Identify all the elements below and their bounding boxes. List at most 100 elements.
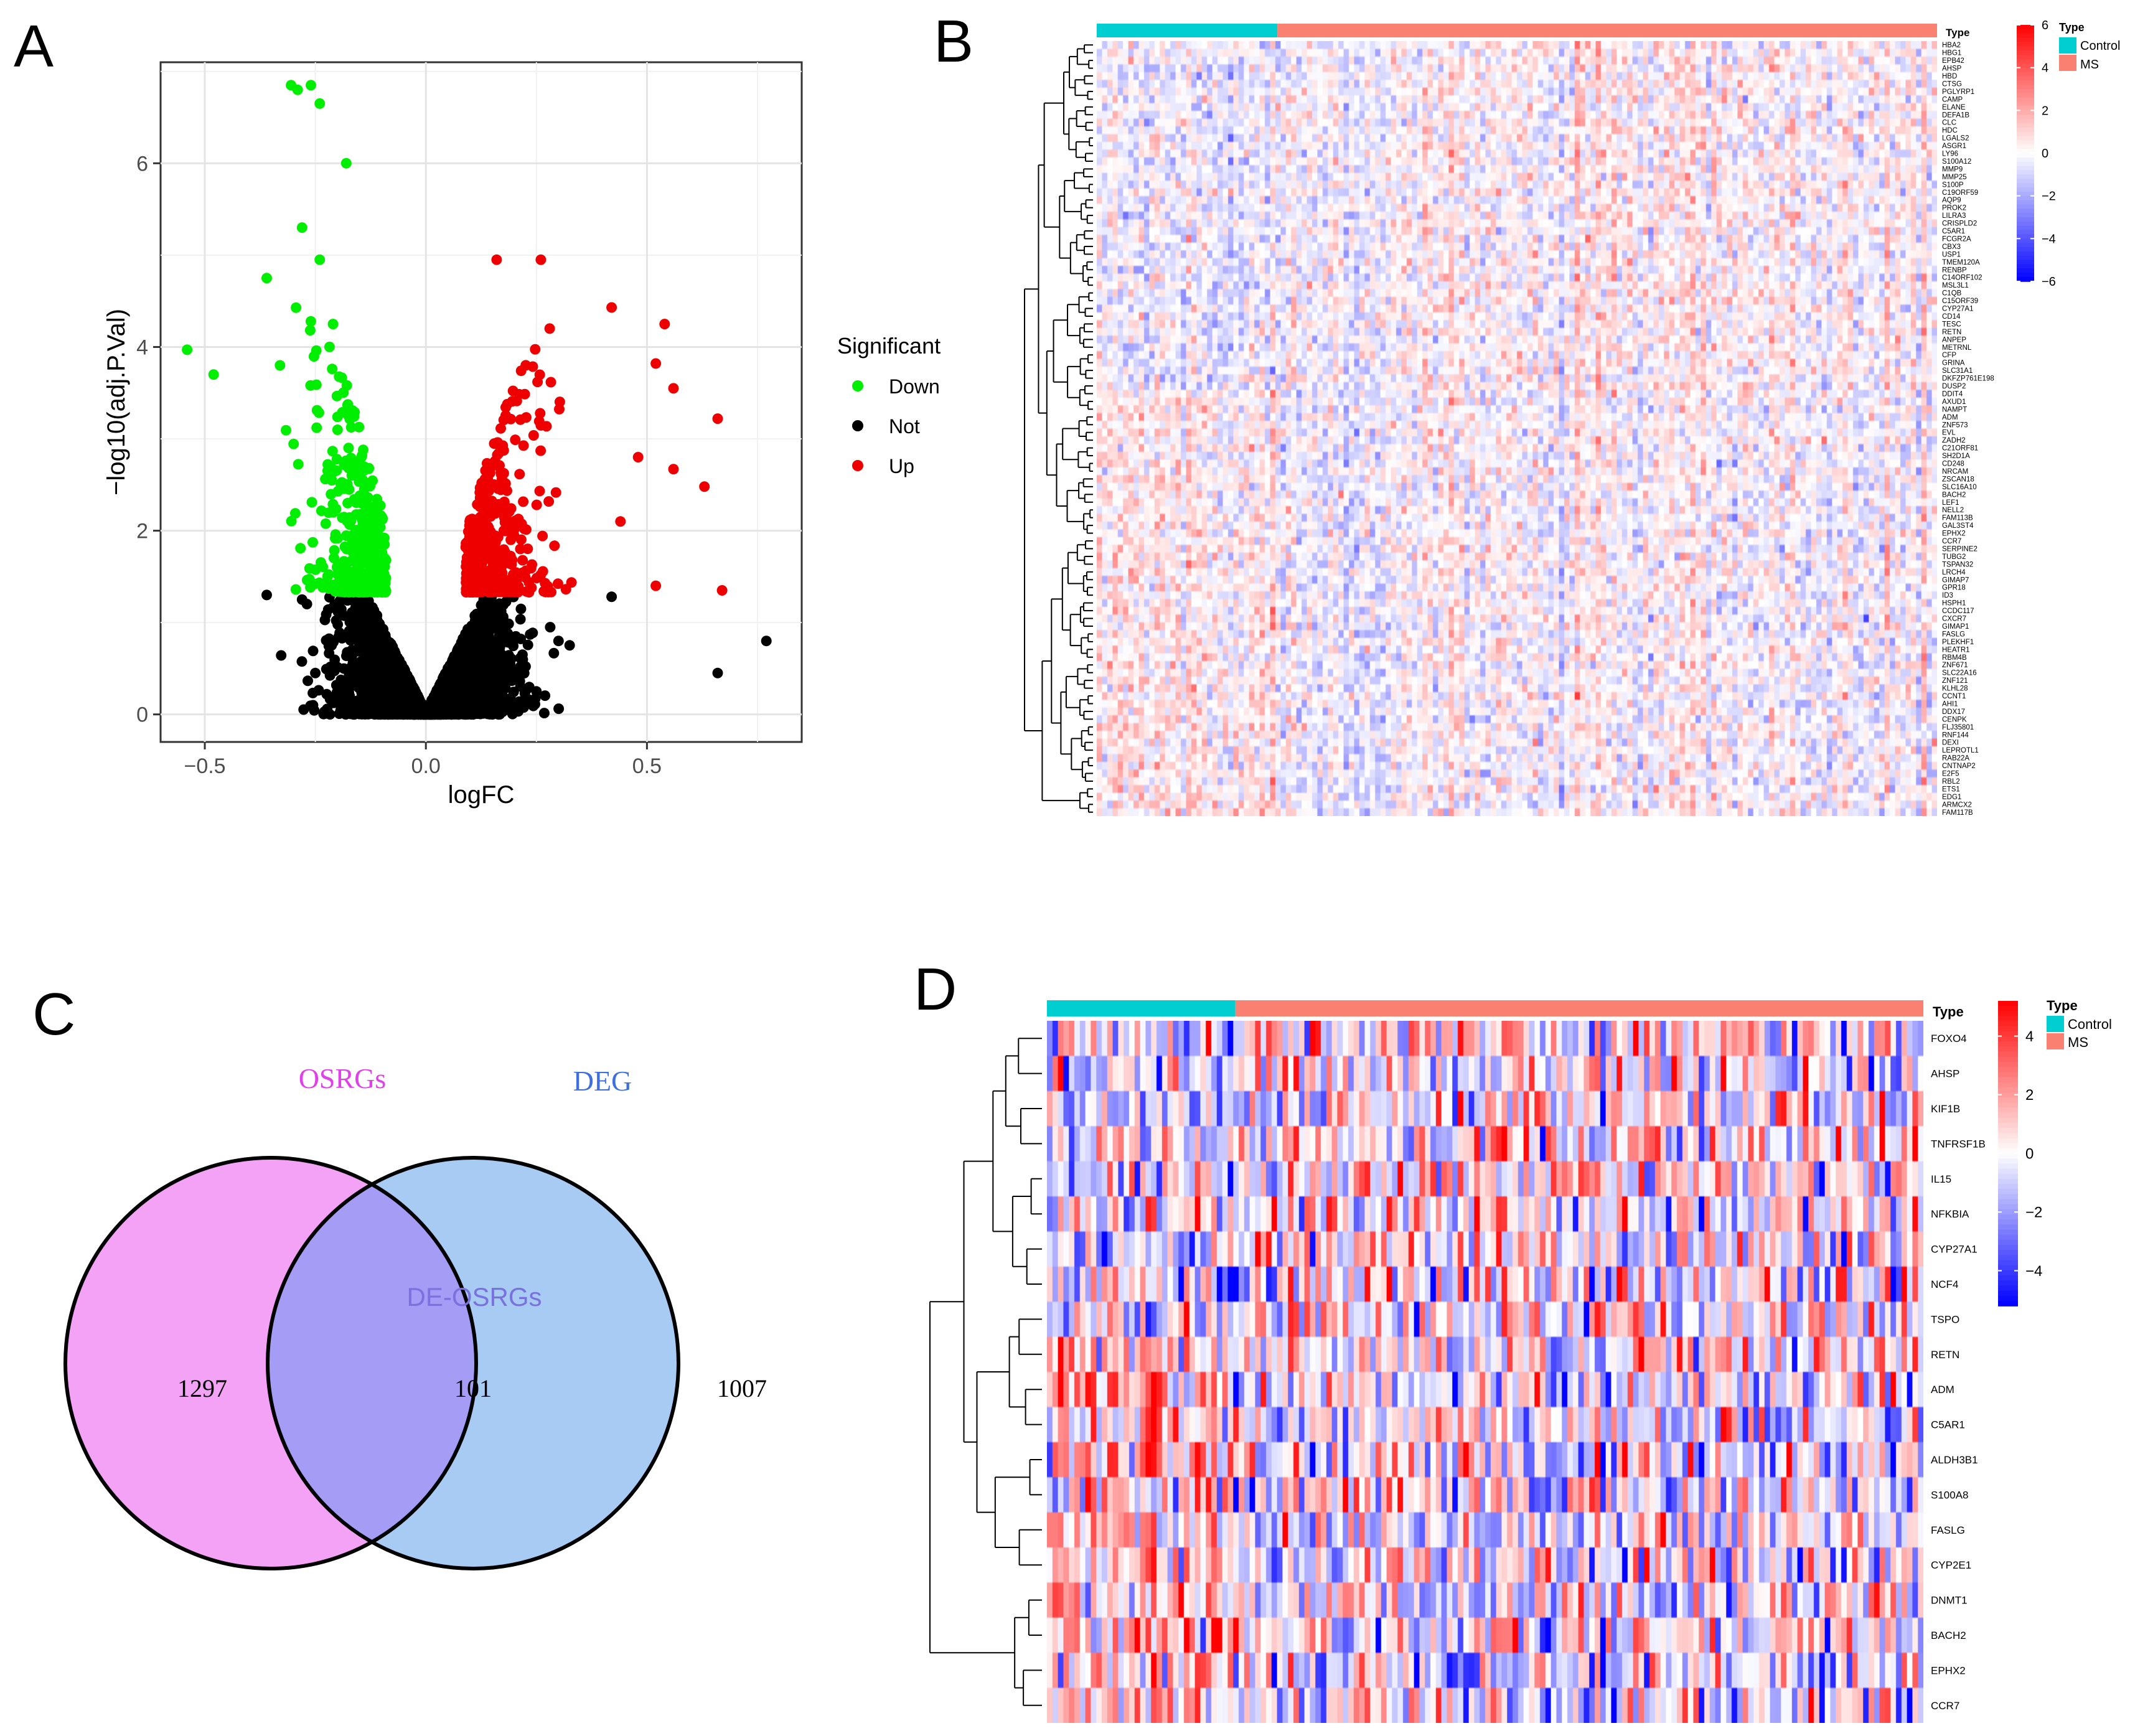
volcano-point-down xyxy=(291,302,302,313)
volcano-point-up xyxy=(650,358,662,369)
volcano-point-up xyxy=(484,478,495,489)
volcano-point-up xyxy=(716,585,728,596)
volcano-point-up xyxy=(606,302,617,313)
volcano-point-not xyxy=(387,662,397,673)
volcano-point-up xyxy=(549,540,560,551)
volcano-point-down xyxy=(358,572,369,583)
volcano-point-not xyxy=(441,703,453,715)
volcano-point-down xyxy=(311,345,322,356)
volcano-point-down xyxy=(320,474,331,485)
volcano-point-up xyxy=(532,377,543,388)
volcano-point-not xyxy=(346,649,357,660)
volcano-point-down xyxy=(314,254,326,265)
volcano-point-not xyxy=(405,685,416,696)
volcano-point-up xyxy=(464,574,475,585)
volcano-point-down xyxy=(359,586,370,598)
volcano-point-down xyxy=(349,531,360,542)
volcano-point-up xyxy=(467,514,478,525)
volcano-point-not xyxy=(303,675,313,687)
volcano-point-down xyxy=(357,494,368,505)
volcano-point-down xyxy=(314,98,326,109)
volcano-point-up xyxy=(659,319,670,330)
volcano-point-down xyxy=(335,479,346,490)
volcano-point-not xyxy=(466,677,477,688)
volcano-point-up xyxy=(523,587,535,598)
volcano-point-up xyxy=(535,445,547,456)
volcano-point-not xyxy=(474,637,485,648)
volcano-point-down xyxy=(357,514,368,525)
volcano-point-not xyxy=(377,675,388,687)
volcano-point-down xyxy=(331,390,342,401)
volcano-point-not xyxy=(345,662,356,673)
volcano-point-down xyxy=(349,457,360,468)
volcano-point-not xyxy=(324,669,335,680)
volcano-point-up xyxy=(510,515,522,526)
volcano-point-up xyxy=(535,254,547,265)
volcano-point-up xyxy=(518,440,529,451)
volcano-point-not xyxy=(307,645,319,657)
volcano-point-not xyxy=(296,594,307,605)
volcano-point-not xyxy=(510,631,522,642)
volcano-point-down xyxy=(296,222,307,233)
volcano-point-down xyxy=(323,507,334,518)
volcano-point-down xyxy=(380,555,392,566)
volcano-point-down xyxy=(335,561,346,572)
volcano-point-not xyxy=(553,636,564,647)
volcano-point-not xyxy=(508,687,519,698)
volcano-point-up xyxy=(515,543,526,555)
volcano-point-not xyxy=(339,610,350,621)
volcano-point-not xyxy=(510,701,522,713)
volcano-point-down xyxy=(354,421,365,433)
volcano-point-down xyxy=(378,575,390,586)
volcano-point-up xyxy=(546,586,556,598)
volcano-point-not xyxy=(465,708,476,720)
volcano-point-down xyxy=(343,584,354,595)
volcano-point-not xyxy=(367,682,378,692)
volcano-point-down xyxy=(327,319,339,330)
volcano-point-up xyxy=(699,481,710,492)
volcano-point-up xyxy=(489,438,500,449)
volcano-point-not xyxy=(514,663,525,674)
volcano-point-down xyxy=(182,344,193,355)
volcano-point-down xyxy=(340,157,352,169)
volcano-point-up xyxy=(510,434,521,446)
volcano-point-not xyxy=(359,629,370,640)
volcano-point-up xyxy=(496,474,507,485)
volcano-point-not xyxy=(564,640,575,651)
volcano-point-down xyxy=(367,543,378,555)
volcano-point-down xyxy=(337,512,348,523)
volcano-point-up xyxy=(668,383,679,394)
volcano-point-down xyxy=(295,543,306,554)
volcano-point-down xyxy=(306,578,317,589)
volcano-point-down xyxy=(290,584,301,595)
volcano-point-up xyxy=(485,464,495,474)
volcano-point-not xyxy=(359,706,370,717)
panel-label-c: C xyxy=(32,981,76,1048)
volcano-point-up xyxy=(615,516,626,527)
volcano-point-not xyxy=(385,706,396,717)
volcano-point-down xyxy=(357,543,368,553)
volcano-point-not xyxy=(393,687,405,698)
volcano-point-up xyxy=(472,575,484,586)
volcano-point-up xyxy=(474,501,486,512)
volcano-point-not xyxy=(310,667,321,678)
volcano-point-down xyxy=(340,530,352,542)
volcano-point-down xyxy=(288,438,299,449)
volcano-point-not xyxy=(553,703,565,715)
volcano-point-not xyxy=(451,663,462,674)
volcano-point-down xyxy=(208,369,219,380)
volcano-point-up xyxy=(525,563,537,574)
volcano-point-down xyxy=(329,553,339,563)
volcano-point-not xyxy=(348,709,359,720)
volcano-point-not xyxy=(453,646,464,657)
volcano-point-up xyxy=(520,524,532,535)
volcano-point-not xyxy=(296,656,307,667)
volcano-point-not xyxy=(373,649,385,660)
volcano-point-down xyxy=(326,462,337,473)
volcano-point-not xyxy=(368,635,380,646)
volcano-point-not xyxy=(493,669,504,680)
volcano-point-down xyxy=(330,529,341,540)
volcano-point-not xyxy=(305,700,316,711)
volcano-point-not xyxy=(481,707,492,718)
